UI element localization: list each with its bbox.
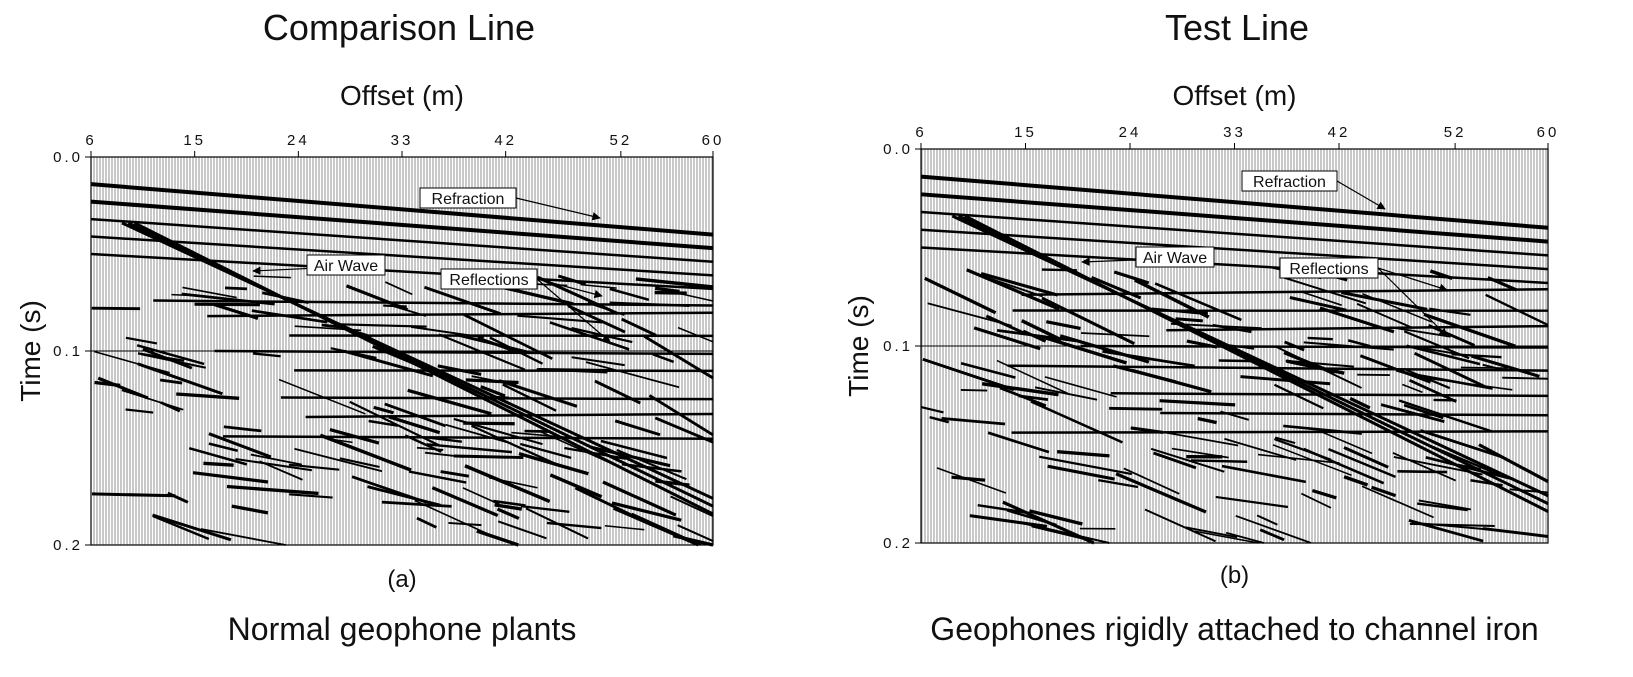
seismic-event — [281, 398, 713, 400]
caption: Normal geophone plants — [228, 611, 577, 647]
seismic-event — [1011, 431, 1548, 432]
x-tick-label: 15 — [1014, 124, 1037, 141]
x-tick-label: 60 — [702, 132, 725, 149]
seismic-event — [1502, 378, 1548, 379]
x-tick-label: 15 — [183, 132, 206, 149]
seismic-event — [1461, 367, 1508, 368]
seismic-event — [463, 423, 514, 424]
annotation: Refraction — [432, 191, 505, 208]
seismic-event — [1219, 361, 1262, 362]
seismic-event — [1042, 270, 1077, 271]
seismic-event — [1308, 338, 1333, 339]
y-axis-label: Time (s) — [843, 295, 874, 397]
seismic-event — [195, 304, 260, 305]
x-axis-label: Offset (m) — [1173, 80, 1297, 111]
seismic-event — [490, 396, 509, 397]
seismic-event — [655, 293, 687, 294]
seismic-event — [92, 494, 176, 496]
y-tick-label: 0.1 — [53, 343, 83, 360]
x-tick-label: 52 — [1444, 124, 1467, 141]
annotation: Reflections — [449, 272, 528, 289]
annotation: Air Wave — [314, 258, 378, 275]
seismic-event — [225, 288, 247, 289]
annotation: Refraction — [1253, 174, 1326, 191]
seismic-event — [961, 390, 987, 391]
caption: Geophones rigidly attached to channel ir… — [930, 611, 1538, 647]
seismic-event — [1191, 460, 1247, 461]
x-tick-label: 33 — [1223, 124, 1246, 141]
y-axis-label: Time (s) — [15, 300, 46, 402]
x-tick-label: 24 — [287, 132, 310, 149]
y-tick-label: 0.2 — [53, 537, 83, 554]
chart-title: Test Line — [1165, 7, 1309, 48]
y-tick-label: 0.1 — [883, 338, 913, 355]
seismic-event — [92, 308, 140, 309]
seismic-event — [525, 431, 551, 432]
seismic-event — [1397, 471, 1447, 472]
seismic-event — [203, 463, 233, 465]
annotation: Reflections — [1289, 261, 1368, 278]
panel-label: (b) — [1220, 562, 1249, 589]
x-tick-label: 52 — [610, 132, 633, 149]
x-tick-label: 33 — [391, 132, 414, 149]
x-tick-label: 6 — [85, 132, 96, 149]
y-tick-label: 0.2 — [883, 535, 913, 552]
x-tick-label: 24 — [1119, 124, 1142, 141]
x-tick-label: 42 — [1328, 124, 1351, 141]
y-tick-label: 0.0 — [883, 141, 913, 158]
x-axis-label: Offset (m) — [340, 80, 464, 111]
panel-label: (a) — [387, 566, 416, 593]
seismic-event — [454, 456, 524, 458]
seismic-event — [1176, 319, 1203, 321]
y-tick-label: 0.0 — [53, 149, 83, 166]
x-tick-label: 60 — [1537, 124, 1560, 141]
x-tick-label: 6 — [915, 124, 926, 141]
seismic-event — [1109, 408, 1162, 409]
x-tick-label: 42 — [494, 132, 517, 149]
chart-title: Comparison Line — [263, 7, 535, 48]
annotation: Air Wave — [1143, 250, 1207, 267]
